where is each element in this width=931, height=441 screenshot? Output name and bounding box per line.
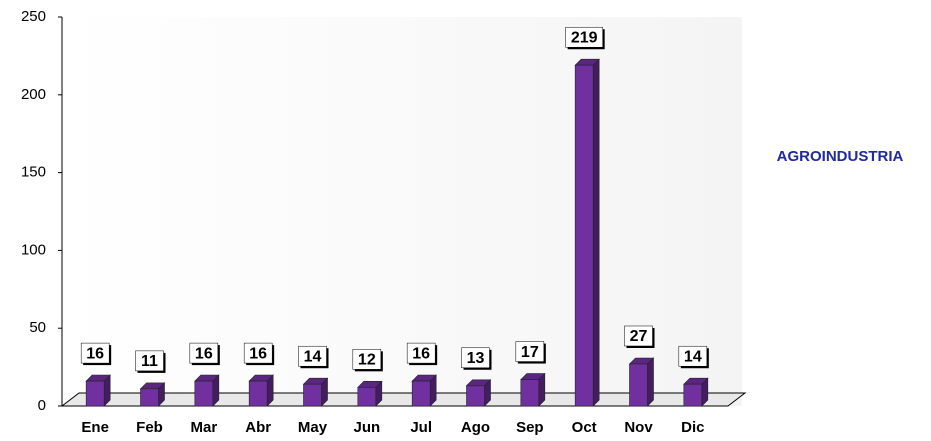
value-label-box	[189, 342, 219, 364]
value-label-box	[515, 341, 545, 362]
x-tick-label: Ago	[461, 419, 490, 436]
bar-front	[194, 380, 214, 407]
value-label: 16	[86, 345, 104, 362]
bar-front	[248, 380, 268, 407]
value-label: 16	[195, 345, 213, 362]
bar-front	[303, 383, 322, 407]
x-tick-label: Jun	[353, 419, 380, 436]
y-tick-label: 250	[21, 8, 46, 25]
bar	[139, 382, 166, 407]
bar-front	[574, 64, 594, 407]
x-tick-label: Feb	[136, 419, 163, 436]
value-label: 13	[467, 350, 485, 367]
bar-front	[520, 379, 540, 407]
bar	[302, 377, 329, 407]
value-label-box	[565, 26, 603, 48]
bar-front	[466, 385, 485, 407]
bar-front	[357, 387, 377, 407]
value-label: 27	[630, 328, 648, 345]
bar-side	[592, 58, 600, 407]
value-label-box	[406, 342, 436, 364]
x-tick-label: Ene	[81, 419, 109, 436]
value-label-box	[80, 342, 110, 364]
bar	[520, 372, 546, 407]
bar	[194, 374, 220, 407]
value-label: 17	[521, 344, 539, 361]
value-label: 16	[249, 345, 267, 362]
value-label: 12	[358, 352, 376, 369]
x-tick-label: Abr	[245, 419, 271, 436]
bar	[683, 377, 709, 407]
bar-front	[85, 380, 105, 407]
bar-front	[140, 388, 159, 407]
bar-front	[683, 383, 703, 407]
value-label-box	[243, 342, 273, 364]
value-label: 219	[571, 29, 598, 46]
floor	[60, 392, 747, 407]
bar-side	[647, 357, 654, 407]
value-label-box	[352, 349, 382, 370]
value-label-box	[461, 347, 490, 369]
legend-label: AGROINDUSTRIA	[777, 148, 904, 165]
value-label: 16	[412, 345, 430, 362]
bar	[574, 58, 600, 407]
y-tick-label: 200	[21, 86, 46, 103]
bar	[628, 357, 655, 407]
bar-front	[411, 380, 431, 407]
value-label-box	[624, 325, 653, 347]
x-tick-label: Dic	[681, 419, 704, 436]
x-tick-label: Jul	[410, 419, 432, 436]
value-label: 11	[141, 353, 158, 370]
bar	[411, 374, 437, 407]
value-label-box	[135, 350, 164, 372]
value-label-box	[298, 345, 327, 367]
x-tick-label: Nov	[624, 419, 653, 436]
bar-front	[629, 363, 648, 407]
bar	[465, 379, 492, 407]
bar	[85, 374, 111, 407]
y-tick-label: 0	[38, 397, 46, 414]
bar	[248, 374, 274, 407]
value-label: 14	[304, 348, 322, 365]
value-label-box	[678, 345, 708, 367]
x-tick-label: May	[298, 419, 328, 436]
y-tick-label: 100	[21, 241, 46, 258]
x-tick-label: Sep	[516, 419, 544, 436]
y-tick-label: 50	[29, 319, 46, 336]
x-tick-label: Mar	[190, 419, 217, 436]
y-tick-label: 150	[21, 164, 46, 181]
x-tick-label: Oct	[572, 419, 597, 436]
bar	[357, 380, 383, 407]
value-label: 14	[684, 348, 702, 365]
